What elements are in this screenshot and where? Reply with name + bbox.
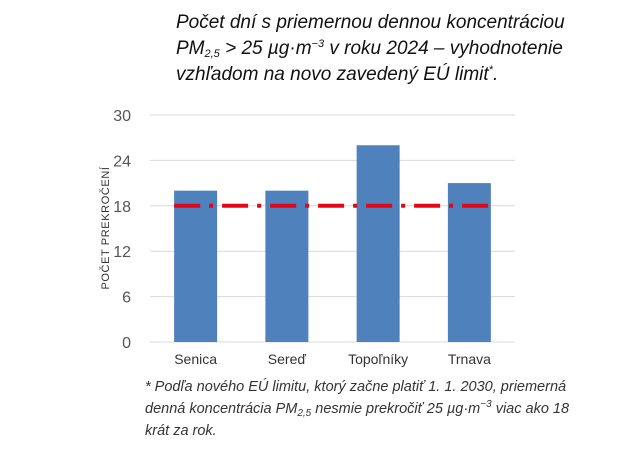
y-tick-label: 24 bbox=[113, 153, 131, 170]
y-tick-label: 12 bbox=[113, 244, 131, 261]
footnote-part-1: * Podľa nového EÚ limitu, ktorý začne pl… bbox=[145, 379, 567, 417]
title-line-2-end: v roku 2024 – vyhodnotenie bbox=[324, 38, 563, 59]
x-category-label: Senica bbox=[174, 351, 217, 367]
title-unit: > 25 µg·m bbox=[219, 38, 312, 59]
y-axis-label: POČET PREKROČENÍ bbox=[99, 166, 112, 289]
bars bbox=[174, 145, 491, 342]
title-unit-superscript: −3 bbox=[311, 38, 325, 50]
title-line-1: Počet dní s priemernou dennou koncentrác… bbox=[176, 12, 565, 33]
x-category-label: Trnava bbox=[448, 351, 491, 367]
bar bbox=[356, 145, 400, 342]
footnote-unit-superscript: −3 bbox=[480, 399, 492, 410]
title-pm: PM bbox=[176, 38, 205, 59]
y-tick-label: 0 bbox=[122, 335, 131, 352]
title-pm-subscript: 2,5 bbox=[204, 48, 220, 60]
bar bbox=[174, 190, 218, 342]
x-category-label: Topoľníky bbox=[348, 351, 408, 367]
x-category-label: Sereď bbox=[268, 351, 307, 367]
y-tick-label: 30 bbox=[113, 108, 131, 125]
x-axis-categories: Senica Sereď Topoľníky Trnava bbox=[174, 351, 491, 367]
chart-title: Počet dní s priemernou dennou koncentrác… bbox=[176, 10, 616, 88]
y-axis-ticks: 0 6 12 18 24 30 bbox=[113, 108, 131, 352]
y-tick-label: 6 bbox=[122, 290, 131, 307]
title-period: . bbox=[492, 64, 499, 85]
title-footnote-marker: * bbox=[488, 64, 493, 76]
bar bbox=[447, 183, 491, 342]
title-line-3: vzhľadom na novo zavedený EÚ limit bbox=[176, 64, 489, 85]
footnote-part-3: viac ako 18 krát za rok. bbox=[145, 401, 570, 439]
footnote-part-2: nesmie prekročiť 25 µg·m bbox=[311, 401, 481, 417]
bar bbox=[265, 190, 309, 342]
footnote-pm-subscript: 2,5 bbox=[297, 408, 312, 419]
y-tick-label: 18 bbox=[113, 199, 131, 216]
footnote: * Podľa nového EÚ limitu, ktorý začne pl… bbox=[145, 376, 575, 442]
